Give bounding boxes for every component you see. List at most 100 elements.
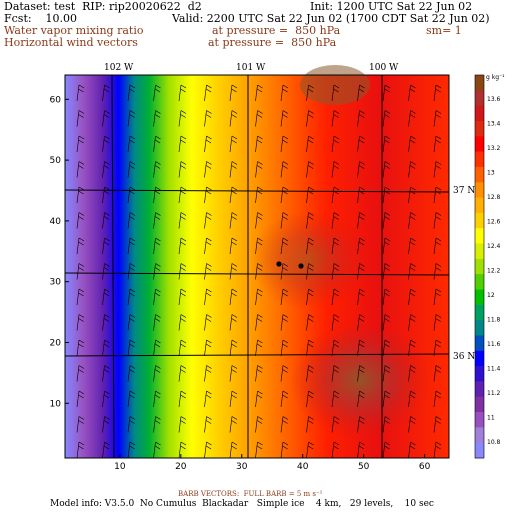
wind-barb xyxy=(331,237,340,255)
wind-barb xyxy=(357,365,365,382)
wind-barb xyxy=(229,84,238,102)
wind-barb xyxy=(102,212,110,229)
wind-barb xyxy=(229,339,238,357)
wind-barb xyxy=(433,237,442,255)
wind-barb xyxy=(382,365,391,382)
wind-barb xyxy=(382,416,391,433)
wind-barb xyxy=(408,135,416,153)
wind-barb xyxy=(178,84,187,102)
wind-barb xyxy=(357,390,365,408)
y-tick-label: 50 xyxy=(50,156,62,166)
colorbar-label: 12.2 xyxy=(487,268,501,275)
wind-barb xyxy=(127,314,136,331)
forecast-hour: Fcst: 10.00 xyxy=(4,12,78,25)
wind-barb xyxy=(229,441,238,459)
wind-barb xyxy=(178,339,187,357)
wind-barb xyxy=(127,212,136,229)
colorbar-swatch xyxy=(475,197,484,214)
wind-barb xyxy=(204,84,212,102)
wind-barb xyxy=(280,135,289,153)
wind-barb xyxy=(204,161,212,178)
colorbar-swatch xyxy=(475,289,484,306)
colorbar-label: 11.4 xyxy=(487,366,501,373)
colorbar-unit: g kg⁻¹ xyxy=(486,74,505,81)
wind-barb xyxy=(331,110,340,127)
colorbar-swatch xyxy=(475,412,484,428)
wind-barb xyxy=(153,390,161,408)
wind-barb xyxy=(76,212,85,229)
wind-barb xyxy=(382,263,391,280)
wind-barb xyxy=(433,110,442,127)
init-time: Init: 1200 UTC Sat 22 Jun 02 xyxy=(310,0,473,13)
wind-barb xyxy=(357,441,365,459)
wind-barb xyxy=(280,390,289,408)
wind-barb xyxy=(331,288,340,306)
wind-barb xyxy=(229,135,238,153)
moisture-field xyxy=(65,65,449,458)
wind-barb xyxy=(331,161,340,178)
wind-barb xyxy=(127,288,136,306)
wind-barb xyxy=(102,110,110,127)
colorbar-swatch xyxy=(475,427,484,444)
wind-barb xyxy=(178,314,187,331)
colorbar-swatch xyxy=(475,304,484,321)
wind-barb xyxy=(229,263,238,280)
wind-barb xyxy=(127,84,136,102)
wind-barb xyxy=(382,390,391,408)
wind-barb xyxy=(357,110,365,127)
wind-barb xyxy=(76,263,85,280)
colorbar-swatch xyxy=(475,366,484,382)
wind-barb xyxy=(178,263,187,280)
wind-barb xyxy=(229,314,238,331)
wind-barb xyxy=(306,237,314,255)
wind-barb xyxy=(255,212,263,229)
wind-barb xyxy=(433,365,442,382)
wind-barb xyxy=(153,237,161,255)
wind-barb xyxy=(204,237,212,255)
wind-barb xyxy=(255,314,263,331)
colorbar-swatch xyxy=(475,258,484,275)
wind-barb xyxy=(178,441,187,459)
wind-barb xyxy=(433,390,442,408)
wind-barb xyxy=(306,288,314,306)
wind-barb xyxy=(229,390,238,408)
colorbar-swatch xyxy=(475,243,484,260)
wind-barb xyxy=(153,110,161,127)
x-tick-label: 30 xyxy=(236,462,248,472)
wind-barb xyxy=(153,314,161,331)
wind-barb xyxy=(408,416,416,433)
wind-barb xyxy=(255,416,263,433)
wind-barb xyxy=(153,212,161,229)
wind-barb xyxy=(229,237,238,255)
wind-barb xyxy=(178,365,187,382)
wind-barb xyxy=(255,237,263,255)
wind-barb xyxy=(102,314,110,331)
colorbar-swatch xyxy=(475,75,484,91)
wind-barb xyxy=(357,237,365,255)
wind-barb xyxy=(76,390,85,408)
wind-barb xyxy=(306,441,314,459)
wind-barb xyxy=(153,339,161,357)
wind-barb xyxy=(153,441,161,459)
colorbar-label: 13.6 xyxy=(487,96,501,103)
wind-barb xyxy=(280,416,289,433)
wind-barb xyxy=(76,110,85,127)
wind-barb xyxy=(255,390,263,408)
wind-barb xyxy=(229,365,238,382)
colorbar-label: 11.6 xyxy=(487,341,501,348)
colorbar-label: 11.2 xyxy=(487,390,501,397)
wind-barb xyxy=(382,161,391,178)
wind-barb xyxy=(408,84,416,102)
wind-barb xyxy=(382,237,391,255)
wind-barb xyxy=(255,84,263,102)
wind-barb xyxy=(306,314,314,331)
wind-barb xyxy=(178,135,187,153)
wind-barb xyxy=(102,416,110,433)
x-tick-label: 60 xyxy=(419,462,431,472)
wind-barb xyxy=(306,263,314,280)
colorbar-label: 11.8 xyxy=(487,317,501,324)
wind-barb xyxy=(306,110,314,127)
wind-barb xyxy=(76,365,85,382)
wind-barb xyxy=(306,390,314,408)
wind-barb xyxy=(76,339,85,357)
